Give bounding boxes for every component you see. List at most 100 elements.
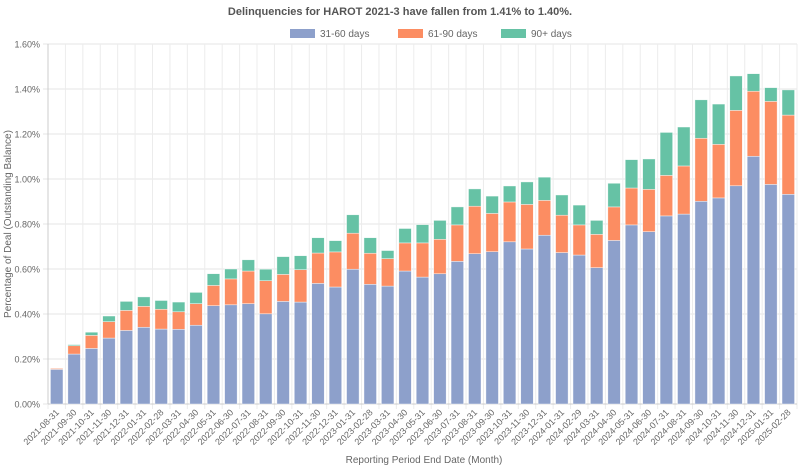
y-tick-label: 0.00% xyxy=(14,400,40,410)
legend-label: 31-60 days xyxy=(320,29,369,40)
bar-segment-90-days xyxy=(712,103,726,145)
y-axis-label: Percentage of Deal (Outstanding Balance) xyxy=(3,130,14,318)
bar-segment-90-days xyxy=(590,220,604,235)
bar-segment-90-days xyxy=(607,182,621,208)
bar-segment-90-days xyxy=(781,89,795,116)
bar-segment-31-60-days xyxy=(224,304,238,405)
x-axis: 2021-08-312021-09-302021-10-312021-11-30… xyxy=(21,407,792,447)
bar-segment-61-90-days xyxy=(224,278,238,306)
bar-segment-90-days xyxy=(677,126,691,167)
bar-segment-61-90-days xyxy=(729,110,743,187)
bar-segment-90-days xyxy=(172,301,186,313)
bar-segment-31-60-days xyxy=(694,200,708,405)
bar-segment-31-60-days xyxy=(137,326,151,405)
bar-segment-90-days xyxy=(503,185,517,203)
bar-segment-31-60-days xyxy=(624,224,639,405)
bar-segment-61-90-days xyxy=(485,213,499,252)
bar-segment-31-60-days xyxy=(503,241,517,405)
x-axis-label: Reporting Period End Date (Month) xyxy=(346,455,503,466)
y-tick-label: 0.60% xyxy=(14,265,40,275)
bar-segment-90-days xyxy=(67,344,81,347)
bar-segment-90-days xyxy=(328,240,342,253)
bar-segment-61-90-days xyxy=(677,165,691,215)
legend: 31-60 days 61-90 days 90+ days xyxy=(290,29,572,40)
bar-segment-31-60-days xyxy=(555,252,569,405)
y-tick-label: 0.20% xyxy=(14,355,40,365)
bar-segment-61-90-days xyxy=(67,345,81,355)
bar-segment-90-days xyxy=(764,87,778,102)
bar-segment-61-90-days xyxy=(259,280,273,315)
bar-segment-31-60-days xyxy=(67,353,81,405)
bar-segment-31-60-days xyxy=(84,348,99,405)
bar-segment-31-60-days xyxy=(241,303,255,405)
bar-segment-31-60-days xyxy=(189,324,203,405)
legend-label: 90+ days xyxy=(531,29,572,40)
bar-segment-31-60-days xyxy=(642,231,656,405)
bar-segment-90-days xyxy=(694,99,708,139)
bar-segment-31-60-days xyxy=(311,283,325,405)
bar-segment-31-60-days xyxy=(659,215,673,405)
y-tick-label: 1.40% xyxy=(14,85,40,95)
chart-title: Delinquencies for HAROT 2021-3 have fall… xyxy=(228,6,572,18)
bar-segment-31-60-days xyxy=(172,328,186,405)
bar-segment-90-days xyxy=(729,75,743,111)
y-tick-label: 0.40% xyxy=(14,310,40,320)
bar-segment-31-60-days xyxy=(363,283,377,405)
bar-segment-61-90-days xyxy=(503,201,517,243)
bar-segment-61-90-days xyxy=(311,252,325,284)
bar-segment-61-90-days xyxy=(119,310,133,331)
grid xyxy=(43,43,798,409)
bar-segment-90-days xyxy=(555,194,569,216)
bar-segment-61-90-days xyxy=(381,258,395,287)
bar-segment-90-days xyxy=(572,204,586,226)
bar-segment-31-60-days xyxy=(398,270,412,405)
bar-segment-90-days xyxy=(468,188,482,207)
bar-segment-31-60-days xyxy=(712,197,726,405)
bar-segment-61-90-days xyxy=(450,224,464,262)
bar-segment-61-90-days xyxy=(328,251,342,288)
bar-segment-61-90-days xyxy=(102,321,116,339)
bar-segment-90-days xyxy=(746,73,761,92)
bar-segment-61-90-days xyxy=(712,144,726,199)
bar-segment-61-90-days xyxy=(276,274,290,302)
bar-segment-90-days xyxy=(346,214,360,234)
bar-segment-61-90-days xyxy=(468,205,482,255)
bar-segment-90-days xyxy=(642,158,656,190)
bar-segment-31-60-days xyxy=(781,194,795,405)
bar-segment-90-days xyxy=(363,237,377,254)
bar-segment-31-60-days xyxy=(572,254,586,405)
bar-segment-31-60-days xyxy=(537,234,552,405)
bar-segment-90-days xyxy=(84,331,99,336)
bar-segment-31-60-days xyxy=(206,305,221,405)
bar-segment-61-90-days xyxy=(206,285,221,306)
legend-label: 61-90 days xyxy=(428,29,477,40)
bar-segment-61-90-days xyxy=(241,270,255,304)
bar-segment-31-60-days xyxy=(590,267,604,405)
bar-segment-31-60-days xyxy=(677,213,691,405)
bar-segment-31-60-days xyxy=(119,330,133,405)
bar-segment-61-90-days xyxy=(189,303,203,326)
bar-segment-90-days xyxy=(537,176,552,201)
bar-segment-31-60-days xyxy=(520,248,534,405)
y-tick-label: 0.80% xyxy=(14,220,40,230)
bar-segment-31-60-days xyxy=(276,301,290,405)
bar-segment-61-90-days xyxy=(694,137,708,202)
bar-segment-61-90-days xyxy=(781,114,795,195)
bar-segment-90-days xyxy=(311,237,325,254)
bar-segment-90-days xyxy=(415,224,430,244)
bar-segment-61-90-days xyxy=(433,239,447,275)
bar-segment-90-days xyxy=(206,273,221,286)
bar-segment-61-90-days xyxy=(590,234,604,268)
bar-segment-90-days xyxy=(520,181,534,205)
bar-segment-31-60-days xyxy=(154,328,168,405)
bar-segment-61-90-days xyxy=(572,224,586,256)
bar-segment-61-90-days xyxy=(607,206,621,241)
bar-segment-31-60-days xyxy=(485,251,499,405)
y-tick-label: 1.00% xyxy=(14,175,40,185)
bar-segment-31-60-days xyxy=(102,337,116,405)
bar-segment-61-90-days xyxy=(84,335,99,349)
bar-segment-31-60-days xyxy=(381,285,395,405)
y-tick-label: 1.20% xyxy=(14,130,40,140)
bar-segment-61-90-days xyxy=(346,232,360,270)
